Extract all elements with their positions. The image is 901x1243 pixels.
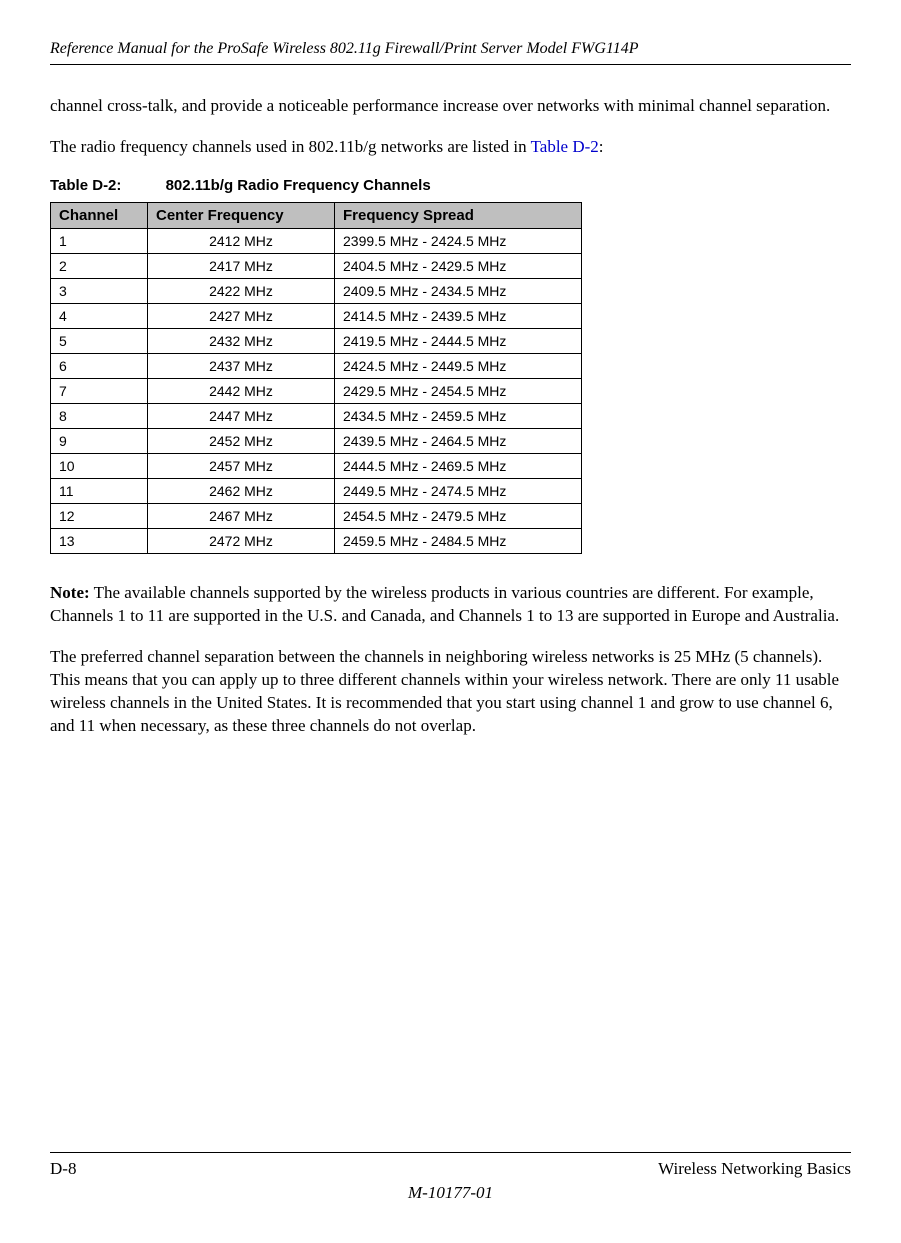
cell-spread: 2439.5 MHz - 2464.5 MHz <box>335 428 582 453</box>
cell-center-freq: 2427 MHz <box>148 303 335 328</box>
cell-center-freq: 2422 MHz <box>148 278 335 303</box>
cell-center-freq: 2437 MHz <box>148 353 335 378</box>
cell-channel: 4 <box>51 303 148 328</box>
table-row: 32422 MHz2409.5 MHz - 2434.5 MHz <box>51 278 582 303</box>
cell-spread: 2424.5 MHz - 2449.5 MHz <box>335 353 582 378</box>
cell-channel: 7 <box>51 378 148 403</box>
cell-center-freq: 2412 MHz <box>148 228 335 253</box>
cell-center-freq: 2432 MHz <box>148 328 335 353</box>
table-row: 92452 MHz2439.5 MHz - 2464.5 MHz <box>51 428 582 453</box>
table-row: 82447 MHz2434.5 MHz - 2459.5 MHz <box>51 403 582 428</box>
table-row: 72442 MHz2429.5 MHz - 2454.5 MHz <box>51 378 582 403</box>
table-body: 12412 MHz2399.5 MHz - 2424.5 MHz22417 MH… <box>51 228 582 553</box>
table-row: 132472 MHz2459.5 MHz - 2484.5 MHz <box>51 528 582 553</box>
footer-row: D-8 Wireless Networking Basics <box>50 1152 851 1179</box>
note-para: Note: The available channels supported b… <box>50 582 851 628</box>
para-3: The preferred channel separation between… <box>50 646 851 738</box>
cell-center-freq: 2447 MHz <box>148 403 335 428</box>
note-text: The available channels supported by the … <box>50 583 839 625</box>
cell-spread: 2454.5 MHz - 2479.5 MHz <box>335 503 582 528</box>
page-number: D-8 <box>50 1159 76 1179</box>
table-caption-title: 802.11b/g Radio Frequency Channels <box>166 177 431 194</box>
table-row: 42427 MHz2414.5 MHz - 2439.5 MHz <box>51 303 582 328</box>
cell-channel: 9 <box>51 428 148 453</box>
table-row: 112462 MHz2449.5 MHz - 2474.5 MHz <box>51 478 582 503</box>
intro-para-2: The radio frequency channels used in 802… <box>50 136 851 159</box>
table-caption-num: Table D-2: <box>50 177 121 194</box>
cell-center-freq: 2452 MHz <box>148 428 335 453</box>
cell-channel: 2 <box>51 253 148 278</box>
cell-spread: 2404.5 MHz - 2429.5 MHz <box>335 253 582 278</box>
table-row: 62437 MHz2424.5 MHz - 2449.5 MHz <box>51 353 582 378</box>
cell-spread: 2459.5 MHz - 2484.5 MHz <box>335 528 582 553</box>
cell-channel: 3 <box>51 278 148 303</box>
cell-spread: 2449.5 MHz - 2474.5 MHz <box>335 478 582 503</box>
table-row: 102457 MHz2444.5 MHz - 2469.5 MHz <box>51 453 582 478</box>
cell-spread: 2409.5 MHz - 2434.5 MHz <box>335 278 582 303</box>
page-footer: D-8 Wireless Networking Basics M-10177-0… <box>50 1152 851 1203</box>
doc-number: M-10177-01 <box>50 1183 851 1203</box>
intro-para-2-pre: The radio frequency channels used in 802… <box>50 137 531 156</box>
table-row: 22417 MHz2404.5 MHz - 2429.5 MHz <box>51 253 582 278</box>
col-header-spread: Frequency Spread <box>335 202 582 228</box>
cell-spread: 2419.5 MHz - 2444.5 MHz <box>335 328 582 353</box>
cell-channel: 10 <box>51 453 148 478</box>
cell-center-freq: 2442 MHz <box>148 378 335 403</box>
cell-spread: 2414.5 MHz - 2439.5 MHz <box>335 303 582 328</box>
cell-channel: 8 <box>51 403 148 428</box>
cell-center-freq: 2472 MHz <box>148 528 335 553</box>
table-row: 12412 MHz2399.5 MHz - 2424.5 MHz <box>51 228 582 253</box>
cell-center-freq: 2467 MHz <box>148 503 335 528</box>
cell-center-freq: 2457 MHz <box>148 453 335 478</box>
intro-para-1: channel cross-talk, and provide a notice… <box>50 95 851 118</box>
col-header-channel: Channel <box>51 202 148 228</box>
cell-spread: 2434.5 MHz - 2459.5 MHz <box>335 403 582 428</box>
cell-channel: 11 <box>51 478 148 503</box>
cell-center-freq: 2462 MHz <box>148 478 335 503</box>
cell-spread: 2429.5 MHz - 2454.5 MHz <box>335 378 582 403</box>
col-header-center: Center Frequency <box>148 202 335 228</box>
cell-channel: 1 <box>51 228 148 253</box>
cell-channel: 12 <box>51 503 148 528</box>
frequency-table: Channel Center Frequency Frequency Sprea… <box>50 202 582 554</box>
note-label: Note: <box>50 583 90 602</box>
cell-spread: 2444.5 MHz - 2469.5 MHz <box>335 453 582 478</box>
cell-channel: 6 <box>51 353 148 378</box>
cell-spread: 2399.5 MHz - 2424.5 MHz <box>335 228 582 253</box>
header-title: Reference Manual for the ProSafe Wireles… <box>50 40 638 57</box>
table-ref-link[interactable]: Table D-2 <box>531 137 599 156</box>
table-row: 122467 MHz2454.5 MHz - 2479.5 MHz <box>51 503 582 528</box>
table-header-row: Channel Center Frequency Frequency Sprea… <box>51 202 582 228</box>
intro-para-2-post: : <box>599 137 604 156</box>
table-row: 52432 MHz2419.5 MHz - 2444.5 MHz <box>51 328 582 353</box>
table-caption: Table D-2: 802.11b/g Radio Frequency Cha… <box>50 177 851 194</box>
cell-channel: 13 <box>51 528 148 553</box>
cell-channel: 5 <box>51 328 148 353</box>
page-header: Reference Manual for the ProSafe Wireles… <box>50 40 851 65</box>
section-title: Wireless Networking Basics <box>658 1159 851 1179</box>
cell-center-freq: 2417 MHz <box>148 253 335 278</box>
